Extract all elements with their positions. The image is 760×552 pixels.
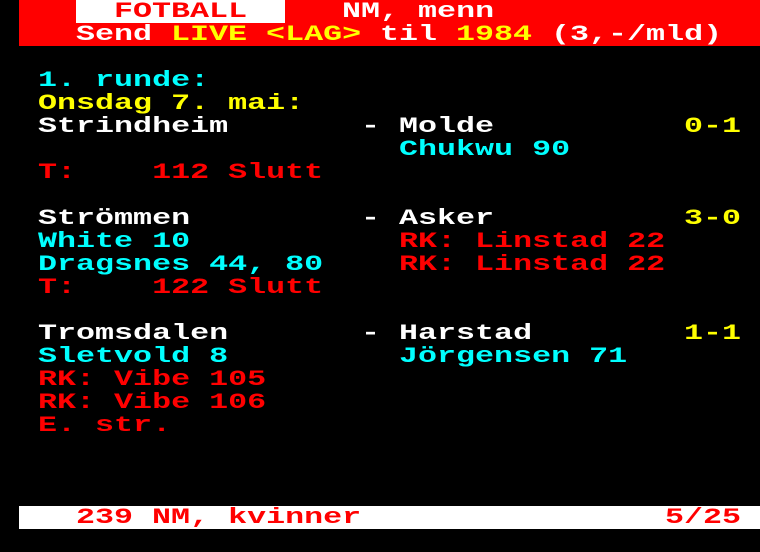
away-event: Jörgensen 71 bbox=[399, 344, 628, 369]
match-score: 1-1 bbox=[684, 321, 742, 346]
page-counter: 5/25 bbox=[665, 505, 742, 530]
match-sep: - bbox=[361, 321, 381, 346]
match-away: Harstad bbox=[399, 321, 533, 346]
match-note: T: 112 Slutt bbox=[38, 160, 324, 185]
home-event: Sletvold 8 bbox=[38, 344, 229, 369]
date-label: Onsdag 7. mai: bbox=[38, 91, 305, 116]
match-home: Strindheim bbox=[38, 114, 229, 139]
promo-send: Send bbox=[76, 22, 153, 47]
round-label: 1. runde: bbox=[38, 68, 210, 93]
away-event: Chukwu 90 bbox=[399, 137, 571, 162]
promo-price: (3,-/mld) bbox=[551, 22, 723, 47]
section-label-bg bbox=[76, 0, 285, 23]
match-note: RK: Vibe 105 bbox=[38, 367, 267, 392]
promo-keyword: LIVE <LAG> bbox=[171, 22, 362, 47]
promo-number: 1984 bbox=[456, 22, 533, 47]
match-sep: - bbox=[361, 206, 381, 231]
footer-bar bbox=[19, 506, 760, 529]
match-home: Tromsdalen bbox=[38, 321, 229, 346]
home-event: Dragsnes 44, 80 bbox=[38, 252, 324, 277]
home-event: White 10 bbox=[38, 229, 191, 254]
match-note: T: 122 Slutt bbox=[38, 275, 324, 300]
away-event: RK: Linstad 22 bbox=[399, 252, 666, 277]
promo-til: til bbox=[380, 22, 438, 47]
match-note: E. str. bbox=[38, 413, 172, 438]
footer-link[interactable]: 239 NM, kvinner bbox=[76, 505, 362, 530]
match-away: Molde bbox=[399, 114, 495, 139]
match-score: 3-0 bbox=[684, 206, 742, 231]
away-event: RK: Linstad 22 bbox=[399, 229, 666, 254]
match-score: 0-1 bbox=[684, 114, 742, 139]
match-home: Strömmen bbox=[38, 206, 191, 231]
match-note: RK: Vibe 106 bbox=[38, 390, 267, 415]
match-away: Asker bbox=[399, 206, 495, 231]
match-sep: - bbox=[361, 114, 381, 139]
page-title: NM, menn bbox=[342, 0, 495, 24]
section-label: FOTBALL bbox=[114, 0, 248, 24]
